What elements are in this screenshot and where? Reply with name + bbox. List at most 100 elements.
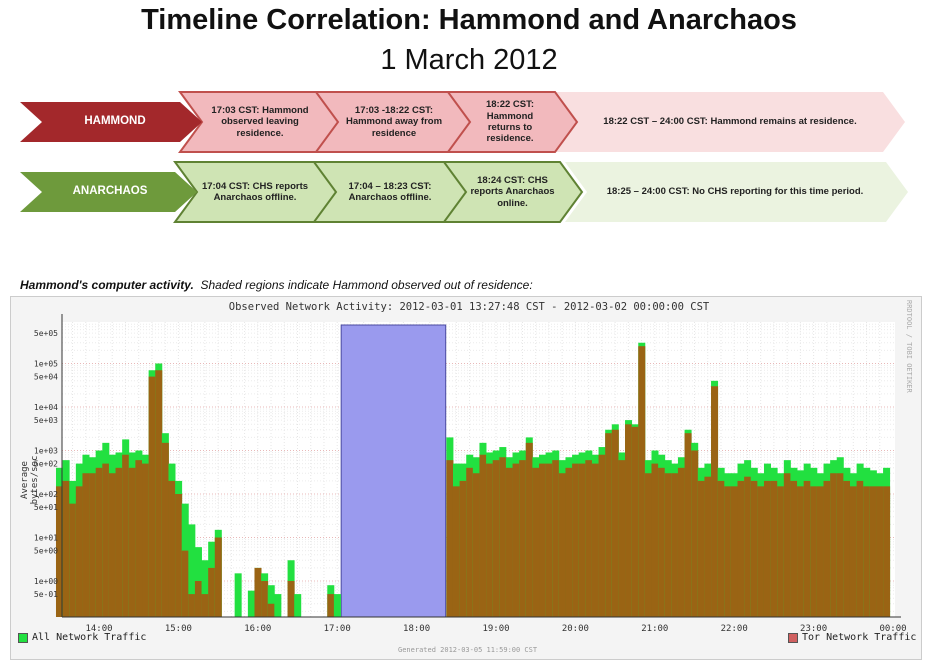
tor-traffic-bar <box>327 594 335 617</box>
tor-traffic-bar <box>161 442 169 617</box>
tor-traffic-bar <box>823 480 831 617</box>
tor-traffic-bar <box>757 486 765 617</box>
tor-traffic-bar <box>287 581 295 617</box>
tor-traffic-bar <box>717 480 725 617</box>
tor-traffic-bar <box>770 480 778 617</box>
tor-traffic-bar <box>704 476 712 617</box>
all-traffic-bar <box>274 594 282 617</box>
shaded-out-of-residence-region <box>340 324 447 618</box>
tor-traffic-bar <box>175 494 183 617</box>
legend-swatch-tor <box>788 632 798 643</box>
tor-traffic-bar <box>664 473 672 617</box>
tor-traffic-bar <box>777 486 785 617</box>
hammond-row-label: HAMMOND <box>84 115 146 128</box>
y-tick-label: 1e+01 <box>34 534 58 543</box>
tor-traffic-bar <box>142 463 150 617</box>
tor-traffic-bar <box>658 467 666 617</box>
tor-traffic-bar <box>744 476 752 617</box>
tor-traffic-bar <box>876 486 884 617</box>
tor-traffic-bar <box>69 503 77 617</box>
tor-traffic-bar <box>466 467 474 617</box>
tor-traffic-bar <box>512 463 520 617</box>
tor-traffic-bar <box>625 424 633 617</box>
x-tick-label: 21:00 <box>641 624 668 634</box>
y-tick-label: 5e+05 <box>34 329 58 338</box>
tor-traffic-bar <box>869 486 877 617</box>
tor-traffic-bar <box>790 480 798 617</box>
tor-traffic-bar <box>605 433 613 617</box>
tor-traffic-bar <box>148 376 156 617</box>
tor-traffic-bar <box>671 473 679 617</box>
tor-traffic-bar <box>598 454 606 617</box>
tor-traffic-bar <box>452 486 461 617</box>
tor-traffic-bar <box>591 463 599 617</box>
tor-traffic-bar <box>82 473 90 617</box>
tor-traffic-bar <box>684 433 692 617</box>
tor-traffic-bar <box>135 460 143 617</box>
tor-traffic-bar <box>115 467 123 617</box>
tor-traffic-bar <box>539 463 547 617</box>
tor-traffic-bar <box>724 486 732 617</box>
caption-text: Shaded regions indicate Hammond observed… <box>200 278 533 292</box>
tor-traffic-bar <box>181 550 189 617</box>
tor-traffic-bar <box>519 460 527 617</box>
y-tick-label: 5e+00 <box>34 547 58 556</box>
page-title: Timeline Correlation: Hammond and Anarch… <box>141 4 797 36</box>
y-tick-label: 1e+03 <box>34 447 58 456</box>
timeline-shapes <box>20 91 908 223</box>
anarchaos-event-4: 18:25 – 24:00 CST: No CHS reporting for … <box>606 186 864 198</box>
tor-traffic-bar <box>631 426 639 617</box>
tor-traffic-bar <box>552 460 560 617</box>
all-traffic-bar <box>333 594 341 617</box>
tor-traffic-bar <box>830 473 838 617</box>
tor-traffic-bar <box>102 463 110 617</box>
tor-traffic-bar <box>836 473 844 617</box>
generated-timestamp: Generated 2012-03-05 11:59:00 CST <box>398 646 538 654</box>
tor-traffic-bar <box>644 473 652 617</box>
y-tick-label: 1e+04 <box>34 403 58 412</box>
y-tick-label: 5e+02 <box>34 460 58 469</box>
all-traffic-bar <box>267 585 275 617</box>
tor-traffic-bar <box>194 581 202 617</box>
anarchaos-label-chevron <box>20 172 197 212</box>
tor-traffic-bar <box>750 480 758 617</box>
tor-traffic-bar <box>201 594 209 617</box>
all-traffic-bar <box>188 524 196 617</box>
tor-traffic-bar <box>677 467 685 617</box>
tor-traffic-bar <box>122 454 130 617</box>
tor-traffic-bar <box>95 467 103 617</box>
x-tick-label: 14:00 <box>85 624 112 634</box>
tor-traffic-bar <box>155 370 163 617</box>
tor-traffic-bar <box>188 594 196 617</box>
x-tick-label: 19:00 <box>482 624 509 634</box>
y-tick-label: 5e+03 <box>34 416 58 425</box>
x-tick-label: 00:00 <box>879 624 906 634</box>
tor-traffic-bar <box>261 581 269 617</box>
tor-traffic-bar <box>55 486 64 617</box>
tor-traffic-bar <box>585 460 593 617</box>
y-tick-label: 1e+05 <box>34 360 58 369</box>
tor-traffic-bar <box>545 463 553 617</box>
tor-traffic-bar <box>618 460 626 617</box>
tor-traffic-bar <box>763 480 771 617</box>
anarchaos-event-2: 17:04 – 18:23 CST: Anarchaos offline. <box>348 180 432 203</box>
tor-traffic-bar <box>446 460 454 617</box>
tor-traffic-bar <box>883 486 891 617</box>
tor-traffic-bar <box>803 480 811 617</box>
caption-bold: Hammond's computer activity. <box>20 278 194 292</box>
chart-caption: Hammond's computer activity. Shaded regi… <box>20 278 533 292</box>
hammond-label-chevron <box>20 102 202 142</box>
tor-traffic-bar <box>214 537 222 617</box>
hammond-event-3: 18:22 CST: Hammond returns to residence. <box>485 99 535 145</box>
timeline-diagram: HAMMOND 17:03 CST: Hammond observed leav… <box>0 0 938 240</box>
x-tick-label: 17:00 <box>324 624 351 634</box>
tor-traffic-bar <box>486 463 494 617</box>
legend-label-all: All Network Traffic <box>32 632 147 643</box>
tor-traffic-bar <box>558 473 566 617</box>
tor-traffic-bar <box>459 480 467 617</box>
y-tick-label: 5e-01 <box>34 590 58 599</box>
tor-traffic-bar <box>730 486 738 617</box>
all-traffic-bar <box>294 594 302 617</box>
tor-traffic-bar <box>89 473 97 617</box>
y-tick-label: 5e+04 <box>34 373 58 382</box>
